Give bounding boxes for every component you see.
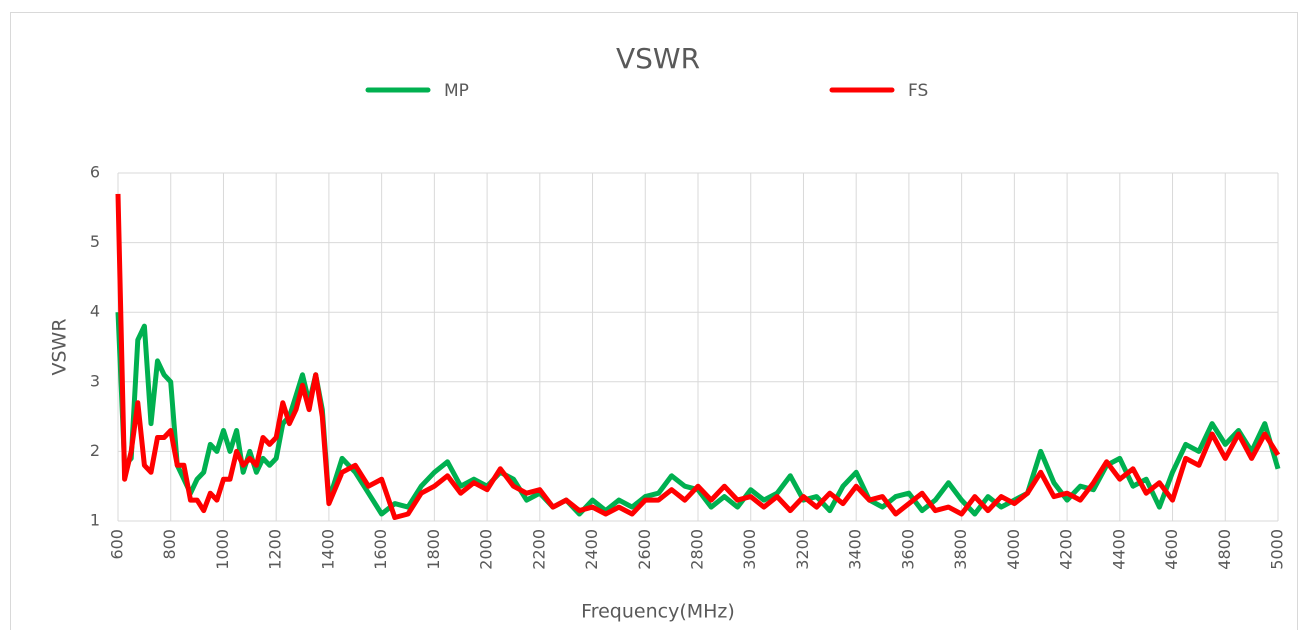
y-axis-label: VSWR bbox=[49, 318, 71, 375]
x-tick-label: 2200 bbox=[529, 529, 548, 570]
y-tick-label: 2 bbox=[90, 441, 100, 460]
x-tick-label: 1000 bbox=[213, 529, 232, 570]
x-tick-label: 3800 bbox=[951, 529, 970, 570]
x-tick-label: 2800 bbox=[688, 529, 707, 570]
chart-title: VSWR bbox=[616, 42, 700, 75]
x-tick-label: 3200 bbox=[793, 529, 812, 570]
series-line bbox=[115, 193, 1281, 520]
x-tick-label: 4200 bbox=[1057, 529, 1076, 570]
series-line bbox=[115, 312, 1281, 517]
x-tick-label: 2600 bbox=[635, 529, 654, 570]
x-tick-label: 4400 bbox=[1109, 529, 1128, 570]
x-tick-label: 1400 bbox=[318, 529, 337, 570]
x-tick-label: 4600 bbox=[1162, 529, 1181, 570]
x-tick-label: 600 bbox=[108, 529, 127, 560]
y-tick-label: 6 bbox=[90, 163, 100, 182]
x-tick-label: 4000 bbox=[1004, 529, 1023, 570]
x-tick-label: 3600 bbox=[898, 529, 917, 570]
y-tick-label: 4 bbox=[90, 302, 100, 321]
x-axis-label: Frequency(MHz) bbox=[581, 601, 735, 623]
x-tick-label: 1200 bbox=[266, 529, 285, 570]
legend-label: MP bbox=[444, 81, 469, 101]
x-tick-label: 3400 bbox=[846, 529, 865, 570]
x-tick-label: 5000 bbox=[1268, 529, 1287, 570]
x-tick-label: 800 bbox=[160, 529, 179, 560]
y-tick-label: 3 bbox=[90, 371, 100, 390]
x-tick-label: 4800 bbox=[1215, 529, 1234, 570]
y-tick-label: 5 bbox=[90, 232, 100, 251]
x-tick-label: 2400 bbox=[582, 529, 601, 570]
x-tick-label: 1600 bbox=[371, 529, 390, 570]
y-tick-label: 1 bbox=[90, 511, 100, 530]
chart-frame bbox=[10, 12, 1298, 634]
x-tick-label: 2000 bbox=[477, 529, 496, 570]
legend-label: FS bbox=[908, 81, 928, 101]
x-tick-label: 3000 bbox=[740, 529, 759, 570]
x-tick-label: 1800 bbox=[424, 529, 443, 570]
